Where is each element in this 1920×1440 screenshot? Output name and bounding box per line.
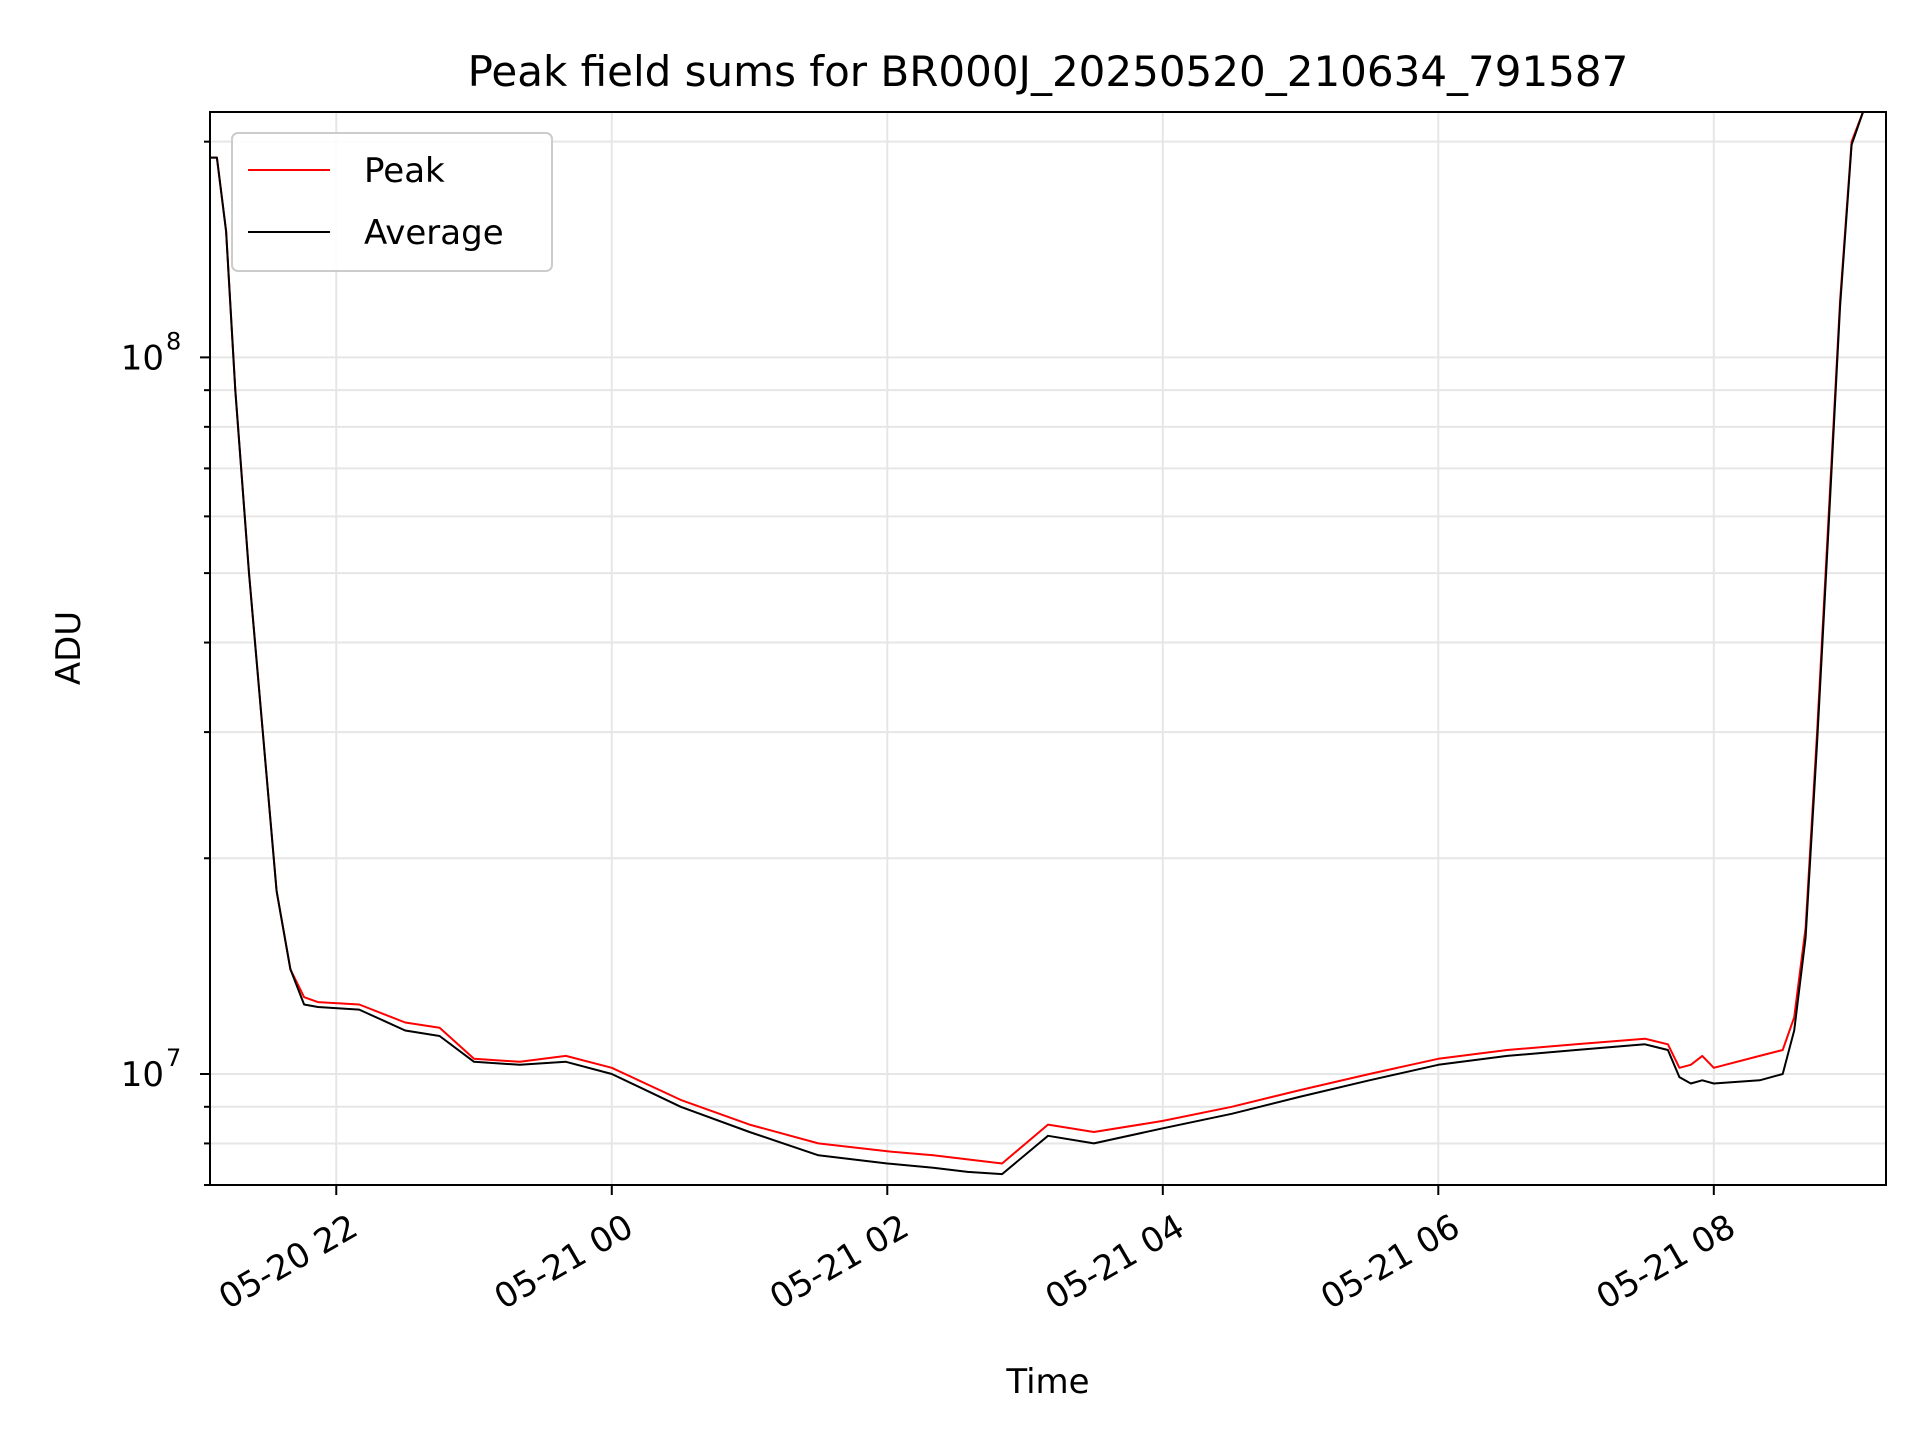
legend-box xyxy=(231,132,553,272)
y-tick-label: 10 xyxy=(121,338,164,378)
grid-lines xyxy=(210,112,1886,1186)
y-tick-exponent: 7 xyxy=(166,1044,181,1072)
y-tick-exponent: 8 xyxy=(166,327,181,355)
plot-frame xyxy=(209,111,1887,1186)
x-axis-label: Time xyxy=(1005,1362,1089,1402)
legend-label-peak: Peak xyxy=(364,151,445,191)
series-line-average xyxy=(210,111,1875,1176)
y-tick-label: 10 xyxy=(121,1055,164,1095)
legend-label-average: Average xyxy=(364,213,504,253)
y-axis-label: ADU xyxy=(49,611,89,685)
plot-lines xyxy=(210,111,1875,1176)
series-line-peak xyxy=(210,111,1875,1165)
chart-title: Peak field sums for BR000J_20250520_2106… xyxy=(468,47,1629,96)
legend: Peak Average xyxy=(231,132,553,272)
